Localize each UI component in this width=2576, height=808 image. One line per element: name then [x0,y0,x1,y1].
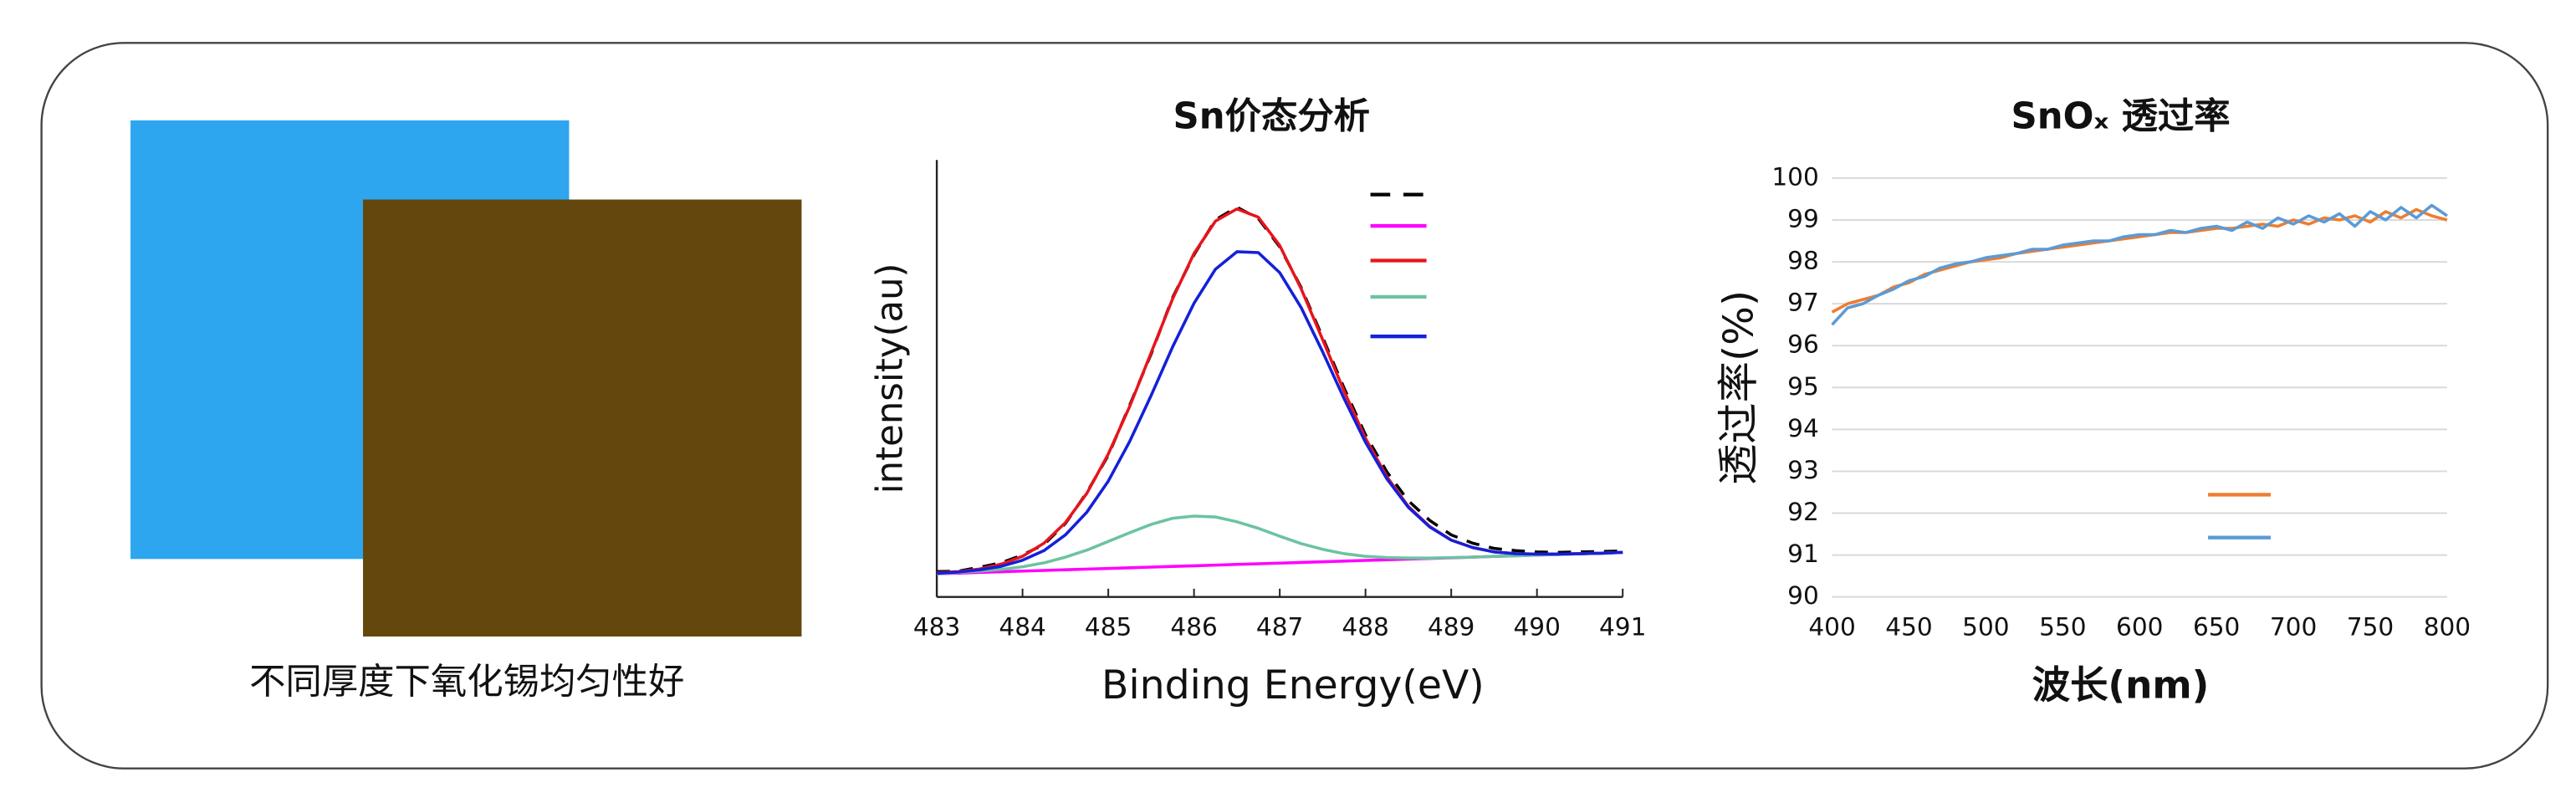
x-tick-label: 486 [1170,613,1217,642]
x-tick-label: 450 [1885,613,1932,642]
x-tick-label: 650 [2193,613,2240,642]
y-tick-label: 99 [1787,204,1819,233]
x-tick-label: 700 [2270,613,2317,642]
y-tick-label: 95 [1787,372,1819,401]
x-tick-label: 491 [1599,613,1646,642]
x-tick-label: 400 [1808,613,1855,642]
x-tick-label: 600 [2116,613,2163,642]
sample-brown [363,199,802,637]
x-tick-label: 483 [913,613,960,642]
series-line [936,250,1623,575]
y-tick-label: 96 [1787,330,1819,359]
series-line [1831,203,2448,326]
y-tick-label: 91 [1787,540,1819,568]
y-axis-label: intensity(au) [869,263,911,494]
x-tick-label: 485 [1085,613,1132,642]
x-axis-label: Binding Energy(eV) [1101,662,1485,708]
x-tick-label: 484 [999,613,1045,642]
x-tick-label: 750 [2347,613,2394,642]
y-tick-label: 92 [1787,498,1819,526]
y-tick-label: 90 [1787,581,1819,610]
x-tick-label: 489 [1428,613,1475,642]
x-tick-label: 500 [1962,613,2009,642]
x-tick-label: 800 [2424,613,2471,642]
chart-title: SnOₓ 透过率 [2011,95,2231,137]
series-line [936,514,1623,575]
x-axis-label: 波长(nm) [2032,663,2210,708]
y-tick-label: 97 [1787,289,1819,317]
y-axis-label: 透过率(%) [1715,290,1763,485]
x-tick-label: 487 [1256,613,1303,642]
caption: 不同厚度下氧化锡均匀性好 [249,662,684,703]
y-tick-label: 93 [1787,456,1819,484]
chart-title: Sn价态分析 [1173,95,1371,137]
x-tick-label: 550 [2039,613,2086,642]
y-tick-label: 98 [1787,247,1819,275]
x-tick-label: 490 [1513,613,1560,642]
y-tick-label: 94 [1787,414,1819,442]
x-tick-label: 488 [1342,613,1388,642]
y-tick-label: 100 [1771,162,1818,191]
